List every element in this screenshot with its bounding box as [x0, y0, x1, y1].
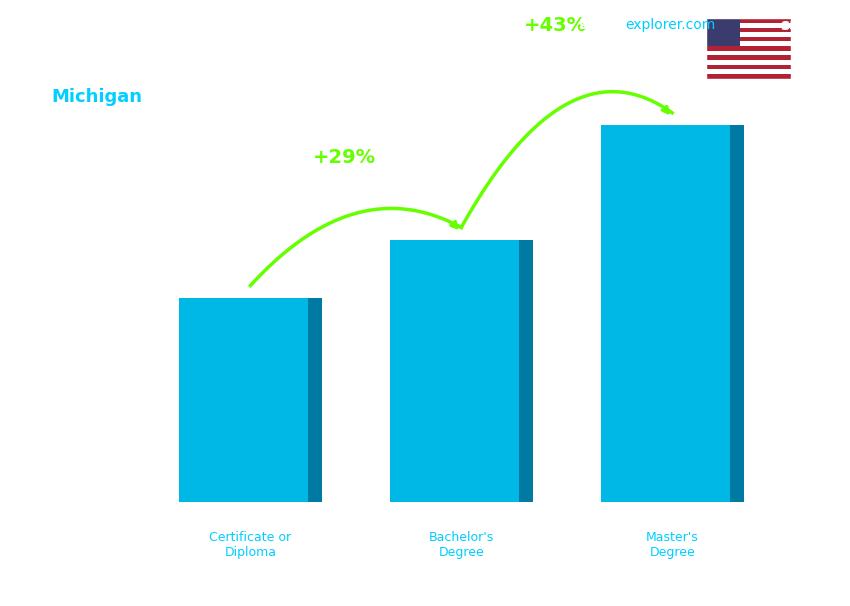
- Bar: [706, 65, 791, 70]
- Text: 151,000 USD: 151,000 USD: [629, 98, 716, 110]
- Bar: [706, 23, 791, 27]
- Text: Michigan: Michigan: [51, 88, 142, 106]
- Bar: [706, 51, 791, 56]
- Polygon shape: [179, 298, 308, 502]
- Text: Salary Comparison By Education: Salary Comparison By Education: [51, 33, 559, 61]
- Text: salary: salary: [578, 18, 626, 32]
- Text: 81,700 USD: 81,700 USD: [211, 270, 290, 283]
- Bar: [706, 46, 791, 51]
- Polygon shape: [518, 240, 533, 502]
- Bar: [706, 18, 740, 46]
- Text: Average Yearly Salary: Average Yearly Salary: [827, 250, 837, 356]
- Bar: [706, 70, 791, 74]
- Bar: [706, 56, 791, 60]
- Bar: [706, 37, 791, 41]
- Polygon shape: [308, 298, 322, 502]
- Bar: [706, 41, 791, 46]
- Text: +43%: +43%: [524, 16, 586, 35]
- Bar: [706, 18, 791, 23]
- Text: explorer.com: explorer.com: [625, 18, 715, 32]
- Bar: [706, 60, 791, 65]
- Polygon shape: [601, 125, 729, 502]
- Bar: [706, 74, 791, 79]
- Bar: [706, 32, 791, 37]
- Text: Certificate or
Diploma: Certificate or Diploma: [209, 531, 292, 559]
- Text: salary: salary: [780, 18, 833, 33]
- Text: Master's
Degree: Master's Degree: [646, 531, 699, 559]
- Bar: [706, 27, 791, 32]
- Text: +29%: +29%: [313, 148, 376, 167]
- Text: 105,000 USD: 105,000 USD: [418, 212, 505, 225]
- Polygon shape: [729, 125, 744, 502]
- Polygon shape: [390, 240, 518, 502]
- Text: Bachelor's
Degree: Bachelor's Degree: [428, 531, 494, 559]
- Text: After Sales Automotive Manager: After Sales Automotive Manager: [51, 64, 320, 82]
